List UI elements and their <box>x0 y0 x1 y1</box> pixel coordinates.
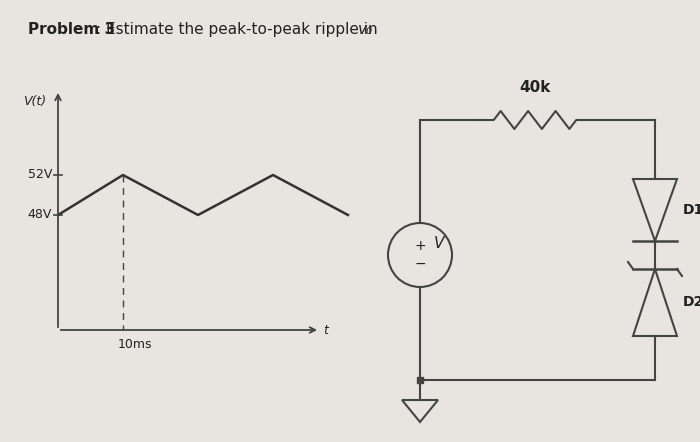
Text: +: + <box>414 239 426 253</box>
Text: 52V: 52V <box>27 168 52 182</box>
Text: Problem 3: Problem 3 <box>28 22 115 37</box>
Text: 40k: 40k <box>519 80 551 95</box>
Text: V(t): V(t) <box>23 95 46 108</box>
Text: v₀: v₀ <box>358 22 373 37</box>
Text: −: − <box>414 257 426 271</box>
Text: D2: D2 <box>683 296 700 309</box>
Text: V: V <box>434 236 444 251</box>
Text: D1: D1 <box>683 203 700 217</box>
Text: t: t <box>323 324 328 338</box>
Text: 48V: 48V <box>27 209 52 221</box>
Text: 10ms: 10ms <box>118 338 153 351</box>
Text: : Estimate the peak-to-peak ripple in: : Estimate the peak-to-peak ripple in <box>96 22 382 37</box>
